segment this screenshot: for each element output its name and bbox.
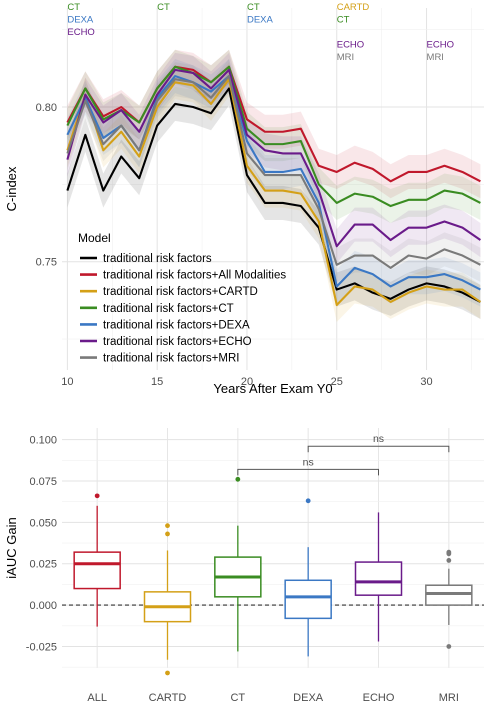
x-tick-label: ECHO	[363, 692, 395, 704]
annotation-label: MRI	[427, 52, 444, 63]
y-tick-label: 0.100	[29, 435, 57, 447]
outlier-point	[165, 523, 170, 529]
legend-entry: traditional risk factors+ECHO	[103, 336, 252, 348]
x-tick-label: ALL	[87, 692, 107, 704]
annotation-label: CT	[157, 2, 170, 13]
y-axis-title: iAUC Gain	[4, 517, 19, 578]
box-all	[73, 551, 121, 590]
x-tick-label: DEXA	[293, 692, 324, 704]
outlier-point	[446, 644, 452, 649]
outlier-point	[94, 493, 100, 499]
outlier-point	[305, 498, 311, 504]
outlier-point	[446, 551, 452, 557]
annotation-label: CARTD	[337, 2, 370, 13]
y-tick-label: -0.025	[26, 641, 57, 653]
outlier-point	[446, 558, 452, 563]
y-tick-label: 0.80	[36, 102, 57, 114]
line-series-6	[66, 75, 481, 269]
ribbon-series-0	[67, 71, 481, 319]
legend-entry: traditional risk factors+All Modalities	[103, 270, 286, 282]
x-tick-label: CT	[230, 692, 245, 704]
y-tick-label: 0.75	[36, 257, 57, 269]
annotation-label: ECHO	[427, 40, 454, 51]
y-tick-label: 0.075	[29, 476, 57, 488]
annotation-label: MRI	[337, 52, 354, 63]
line-series-3	[66, 65, 481, 208]
annotation-label: CT	[337, 15, 350, 26]
line-series-5	[66, 68, 482, 248]
annotation-label: ECHO	[337, 40, 364, 51]
iauc-gain-box-plot: ns ns ALL CARTD CT DEXA ECHO MRI -0.025 0.000 0.02…	[4, 428, 484, 704]
y-tick-label: 0.000	[29, 600, 57, 612]
x-axis-title: Years After Exam Y0	[213, 381, 332, 396]
box-mri	[425, 584, 473, 606]
annotation-label: CT	[67, 2, 80, 13]
x-tick-label: 30	[420, 376, 432, 388]
box-echo	[354, 561, 403, 596]
ribbon-series-5	[67, 52, 481, 264]
significance-bracket	[307, 445, 450, 453]
x-tick-label: 15	[151, 376, 163, 388]
y-axis-title: C-index	[4, 166, 19, 211]
ribbon-series-4	[67, 59, 481, 307]
ribbon-series-3	[67, 49, 481, 224]
legend-entry: traditional risk factors+MRI	[103, 353, 239, 365]
x-tick-label: CARTD	[149, 692, 187, 704]
x-tick-label: 20	[241, 376, 253, 388]
significance-label: ns	[303, 456, 314, 468]
x-tick-label: MRI	[439, 692, 459, 704]
y-tick-label: 0.050	[29, 517, 57, 529]
legend-entry: traditional risk factors+DEXA	[103, 319, 250, 331]
significance-label: ns	[373, 433, 384, 445]
annotation-label: ECHO	[67, 27, 94, 38]
outlier-point	[165, 531, 170, 537]
legend-entry: traditional risk factors	[103, 253, 212, 265]
outlier-point	[165, 670, 170, 676]
legend-title: Model	[78, 231, 111, 245]
annotation-label: DEXA	[247, 15, 274, 26]
x-tick-label: 10	[61, 376, 73, 388]
box-dexa	[284, 579, 332, 620]
x-tick-label: 25	[331, 376, 343, 388]
annotation-label: CT	[247, 2, 260, 13]
legend-entry: traditional risk factors+CARTD	[103, 286, 258, 298]
y-tick-label: 0.025	[29, 559, 57, 571]
ribbon-series-2	[67, 62, 481, 323]
line-series-2	[66, 78, 482, 307]
legend-entry: traditional risk factors+CT	[103, 303, 234, 315]
line-series-0	[66, 87, 481, 303]
outlier-point	[235, 476, 241, 482]
annotation-label: DEXA	[67, 15, 94, 26]
significance-bracket	[237, 468, 379, 476]
